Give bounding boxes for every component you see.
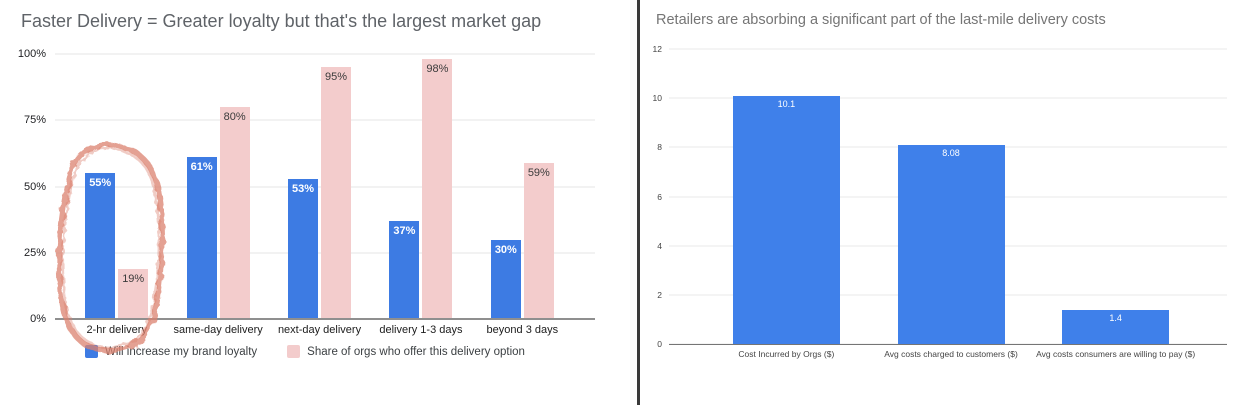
x-axis-label: Avg costs charged to customers ($) [884,349,1018,359]
gridline [55,53,595,55]
bar-value-label: 10.1 [777,98,796,109]
category-group: 1.4 [1033,49,1198,344]
legend-label-brand-loyalty: Will increase my brand loyalty [105,345,258,358]
legend-swatch-pink [287,345,301,358]
delivery-cost-chart-panel: Retailers are absorbing a significant pa… [640,0,1250,405]
loyalty-chart-plot-area: 0% 25% 50% 75% 100% 55% 19% 61% 80% 53% 95% 37% 98% 3… [18,48,595,336]
bar-value-label: 53% [292,182,315,195]
y-axis-tick-label: 12 [652,44,662,54]
bar: 8.08 [897,145,1005,344]
category-group: 61% 80% [167,54,268,319]
bar: 37% [389,220,420,319]
cost-chart-title: Retailers are absorbing a significant pa… [656,12,1106,28]
bar: 30% [490,239,521,319]
bar: 98% [422,59,453,319]
bar-value-label: 55% [89,177,112,190]
y-axis-tick-label: 10 [652,93,662,104]
y-axis-tick-label: 4 [657,240,662,251]
y-axis-tick-label: 6 [657,191,662,202]
category-group: 37% 98% [370,54,471,319]
bar-value-label: 8.08 [942,148,960,159]
bar: 95% [321,67,352,319]
bars-row: 55% 19% 61% 80% 53% 95% 37% 98% 30% 59% [55,54,595,319]
x-axis-line [669,343,1227,345]
bar: 10.1 [732,95,840,344]
bar: 61% [186,157,217,319]
gridline [669,97,1227,99]
bar-value-label: 30% [494,243,517,256]
cost-chart-plot-area: 0 2 4 6 8 10 12 10.1 8.08 1.4 Cost Incurred by Org… [653,44,1227,359]
bars-row: 10.1 8.08 1.4 [669,49,1227,344]
loyalty-chart-title: Faster Delivery = Greater loyalty but th… [21,11,542,31]
category-group: 10.1 [704,49,869,344]
bar-value-label: 1.4 [1109,312,1122,323]
x-axis-label: delivery 1-3 days [379,324,463,336]
x-axis-line [55,318,595,320]
category-group: 55% 19% [66,54,167,319]
legend-label-share-of-orgs: Share of orgs who offer this delivery op… [307,345,525,358]
y-axis-tick-label: 75% [23,114,46,127]
bar: 59% [523,162,554,319]
category-group: 8.08 [869,49,1034,344]
bar-value-label: 80% [223,111,246,123]
legend-swatch-blue [85,345,99,358]
bar-value-label: 61% [190,161,213,174]
x-axis-label: next-day delivery [277,324,362,336]
gridline [669,48,1227,50]
x-axis-label: 2-hr delivery [86,324,147,336]
bar-value-label: 98% [426,63,449,76]
y-axis-tick-label: 25% [23,246,46,259]
bar: 1.4 [1062,309,1170,344]
y-axis-tick-label: 0% [30,313,46,325]
x-axis-label: beyond 3 days [486,324,559,336]
legend-item-brand-loyalty: Will increase my brand loyalty [85,345,257,358]
category-group: 53% 95% [269,54,370,319]
panel-divider-line [637,0,640,405]
y-axis-tick-label: 50% [23,180,46,193]
bar-value-label: 37% [393,224,416,237]
x-axis-labels: Cost Incurred by Orgs ($) Avg costs charg… [669,349,1227,359]
legend: Will increase my brand loyalty Share of … [20,345,590,358]
bar: 55% [85,173,116,319]
legend-item-share-of-orgs: Share of orgs who offer this delivery op… [287,345,525,358]
x-axis-label: Avg costs consumers are willing to pay (… [1036,349,1196,359]
y-axis-tick-label: 100% [17,48,46,60]
x-axis-label: Cost Incurred by Orgs ($) [738,349,835,359]
bar-value-label: 19% [122,272,145,285]
bar: 80% [219,107,250,319]
bar-value-label: 59% [527,166,550,179]
y-axis-tick-label: 8 [657,142,662,153]
loyalty-gap-chart-panel: Faster Delivery = Greater loyalty but th… [17,11,595,358]
y-axis-tick-label: 0 [657,339,662,349]
y-axis-tick-label: 2 [657,289,662,300]
x-axis-label: same-day delivery [173,324,263,336]
x-axis-labels: 2-hr delivery same-day delivery next-day d… [55,324,595,336]
bar: 19% [118,268,149,319]
category-group: 30% 59% [472,54,573,319]
bar: 53% [288,178,319,319]
bar-value-label: 95% [325,71,348,84]
